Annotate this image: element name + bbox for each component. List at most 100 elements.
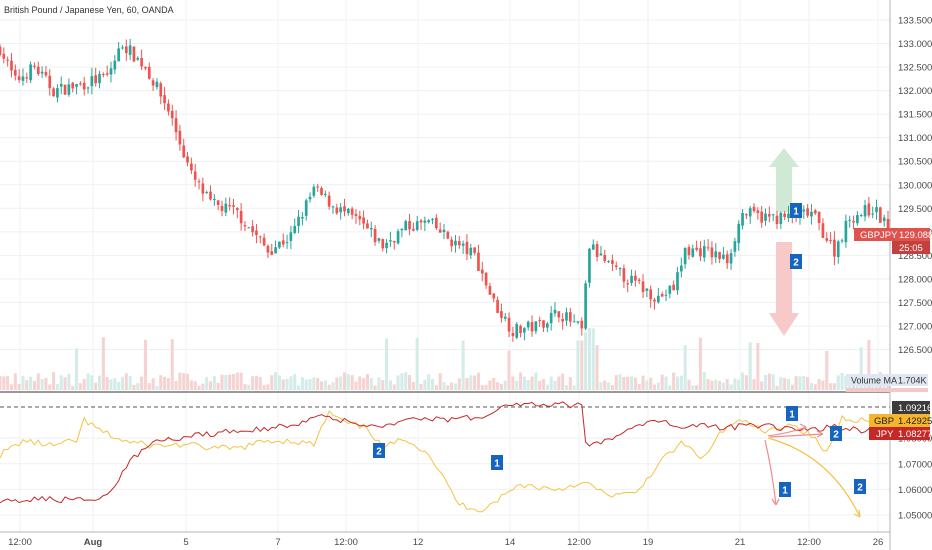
volume-bar: [385, 338, 389, 390]
volume-bar: [465, 378, 469, 390]
candle-body: [618, 268, 622, 270]
volume-bar: [760, 381, 764, 390]
volume-bar: [365, 373, 369, 390]
volume-bar: [576, 340, 580, 390]
volume-bar: [867, 339, 871, 390]
volume-bar: [32, 380, 36, 390]
volume-bar: [120, 376, 125, 390]
volume-bar: [733, 378, 737, 390]
reference-value-bg: [892, 401, 930, 414]
candle-body: [668, 285, 672, 294]
candle-body: [534, 321, 538, 332]
candle-body: [886, 218, 890, 232]
candle-body: [350, 208, 354, 215]
candle-body: [278, 241, 281, 248]
candle-body: [124, 46, 128, 54]
candle-body: [228, 205, 231, 207]
price-axis[interactable]: 133.500 133.000 132.500 132.000 131.500 131.0…: [898, 16, 932, 357]
volume-bar: [538, 380, 542, 390]
volume-bar: [97, 375, 102, 390]
volume-bar: [143, 339, 147, 390]
volume-bar: [817, 379, 821, 390]
annotation-marker-bg: [779, 482, 791, 497]
candle-body: [653, 299, 656, 302]
volume-bar: [564, 385, 569, 390]
volume-bar: [228, 374, 232, 390]
volume-bar: [637, 384, 641, 390]
candle-body: [568, 312, 572, 322]
candle-body: [140, 58, 143, 67]
volume-bar: [373, 385, 377, 390]
candle-body: [29, 64, 32, 81]
volume-bar: [44, 377, 48, 390]
volume-bar: [729, 384, 733, 390]
candle-body: [691, 248, 695, 257]
candle-body: [75, 84, 78, 87]
volume-bar: [289, 376, 293, 390]
volume-bar: [794, 376, 798, 390]
candle-body: [33, 65, 36, 67]
time-axis[interactable]: 12:00 Aug 5 7 12:00 12 14 12:00 19 21 12:00 26: [8, 537, 883, 548]
volume-bar: [94, 382, 98, 390]
volume-bar: [656, 382, 660, 390]
volume-bar: [434, 385, 438, 390]
candle-body: [396, 231, 400, 244]
candle-body: [756, 210, 760, 213]
candle-body: [151, 80, 155, 86]
volume-bar: [442, 382, 446, 390]
candle-body: [614, 265, 618, 267]
candle-body: [442, 229, 446, 233]
candle-body: [637, 279, 641, 281]
volume-bar: [411, 381, 415, 390]
candle-body: [36, 66, 40, 74]
volume-bar: [40, 378, 44, 390]
volume-bar: [323, 380, 327, 390]
volume-bar: [595, 345, 599, 390]
annotation-marker-label: 2: [857, 483, 863, 494]
candle-body: [848, 219, 852, 221]
volume-bar: [752, 379, 756, 390]
candle-body: [591, 244, 595, 250]
last-price-bg: [854, 228, 930, 241]
candle-body: [469, 247, 473, 256]
volume-bar: [293, 374, 297, 390]
volume-bar: [21, 375, 25, 390]
gbp-label-value: 1.42925: [898, 416, 932, 427]
candle-body: [67, 84, 71, 95]
volume-bar: [427, 374, 431, 390]
volume-bar: [346, 374, 350, 390]
candle-body: [764, 213, 767, 221]
volume-bar: [461, 340, 465, 390]
candle-body: [882, 217, 886, 222]
candle-body: [117, 48, 120, 62]
candle-body: [13, 69, 17, 76]
candle-body: [477, 252, 480, 271]
annotation-marker-label: 1: [782, 486, 788, 497]
axis-value-labels: GBPJPY 129.088 25:05 1.09216 GBP 1.42925 JPY 1.…: [854, 228, 932, 440]
volume-bar: [710, 380, 714, 390]
volume-bar: [522, 376, 526, 390]
candle-body: [875, 207, 878, 213]
volume-bar: [224, 374, 228, 390]
candle-body: [507, 317, 511, 332]
volume-bar: [767, 373, 771, 390]
volume-bar: [308, 379, 312, 390]
volume-bar: [714, 379, 718, 390]
candle-body: [779, 212, 783, 224]
candle-body: [201, 183, 205, 194]
volume-bar: [809, 383, 813, 390]
volume-bar: [698, 337, 702, 390]
volume-bar: [492, 377, 496, 390]
candle-body: [289, 232, 293, 241]
volume-bar: [170, 339, 174, 390]
gbp-label-name: GBP: [874, 416, 894, 427]
volume-bar: [741, 372, 745, 390]
volume-bar: [476, 372, 480, 390]
volume-bar: [530, 376, 534, 390]
candle-body: [519, 325, 522, 334]
candle-body: [304, 200, 308, 216]
annotation-marker-label: 1: [793, 207, 799, 218]
candle-body: [400, 228, 404, 231]
candle-body: [82, 82, 86, 90]
candle-body: [17, 76, 21, 81]
